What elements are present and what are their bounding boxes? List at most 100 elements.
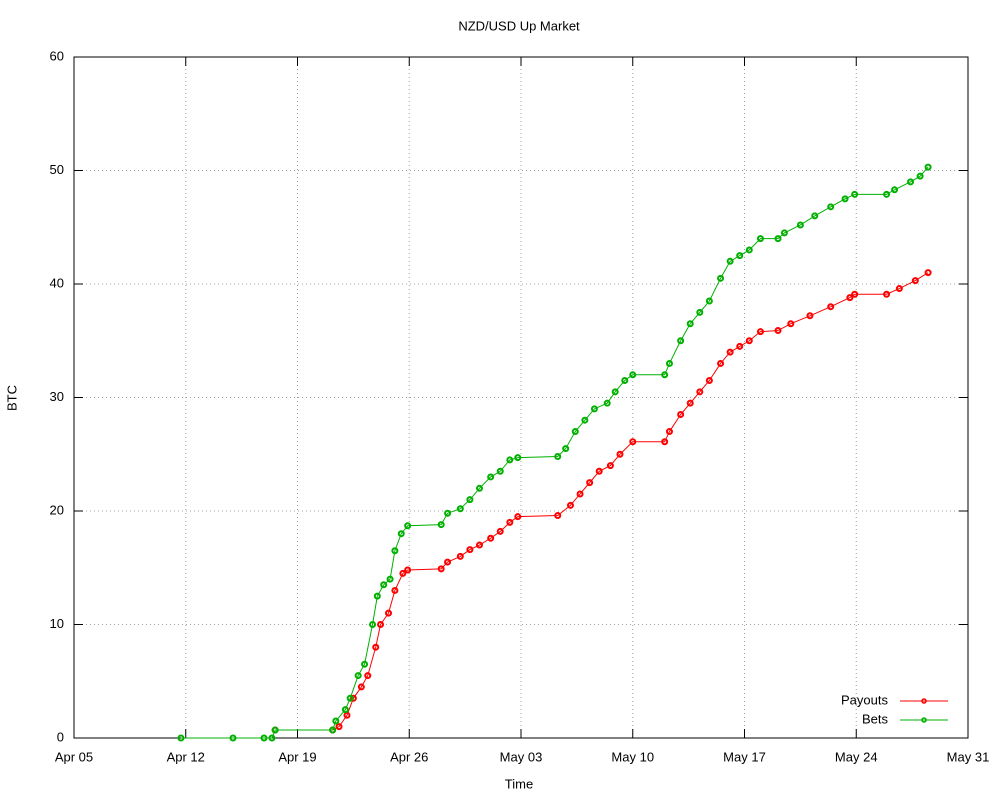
data-point	[586, 479, 594, 487]
data-point	[349, 694, 357, 702]
chart-title: NZD/USD Up Market	[458, 18, 580, 33]
data-point	[911, 277, 919, 285]
data-point	[444, 509, 452, 517]
data-point	[736, 342, 744, 350]
data-point	[827, 203, 835, 211]
x-tick-label: May 24	[835, 749, 878, 764]
x-tick-label: Apr 26	[390, 749, 428, 764]
data-point	[369, 621, 377, 628]
data-point	[581, 416, 589, 424]
data-point	[780, 229, 788, 237]
data-point	[907, 178, 915, 186]
data-point	[924, 269, 932, 277]
data-point	[466, 546, 474, 554]
data-point	[496, 467, 504, 475]
y-tick-label: 20	[50, 502, 64, 517]
data-point	[386, 575, 394, 583]
data-point	[496, 527, 504, 535]
data-point	[437, 521, 445, 529]
data-point	[629, 438, 637, 446]
data-point	[506, 456, 514, 464]
data-point	[611, 388, 619, 396]
x-tick-label: May 10	[611, 749, 654, 764]
data-point	[661, 371, 669, 379]
data-point	[616, 450, 624, 458]
data-point	[696, 388, 704, 396]
data-point	[590, 405, 598, 413]
plot-frame	[73, 56, 969, 739]
data-point	[705, 297, 713, 305]
data-point	[924, 163, 932, 171]
data-point	[726, 257, 734, 265]
data-point	[806, 312, 814, 320]
data-point	[745, 337, 753, 345]
data-point	[456, 552, 464, 560]
x-axis-label: Time	[505, 776, 533, 791]
data-point	[341, 706, 349, 714]
legend-marker	[921, 698, 927, 704]
data-point	[271, 726, 279, 734]
data-point	[380, 581, 388, 589]
data-point	[677, 411, 685, 419]
data-point	[621, 376, 629, 384]
data-point	[846, 294, 854, 302]
data-point	[456, 505, 464, 513]
x-tick-label: May 17	[723, 749, 766, 764]
data-point	[384, 609, 392, 617]
series-line	[180, 166, 929, 739]
data-point	[686, 399, 694, 407]
data-point	[444, 558, 452, 566]
data-point	[851, 190, 859, 198]
data-point	[399, 569, 407, 577]
data-point	[391, 547, 399, 555]
series-line	[275, 272, 929, 731]
data-point	[364, 672, 372, 680]
data-point	[554, 453, 562, 461]
data-point	[373, 592, 381, 600]
data-point	[391, 586, 399, 594]
data-point	[883, 290, 891, 298]
data-point	[361, 660, 369, 668]
y-tick-label: 60	[50, 48, 64, 63]
data-point	[229, 734, 237, 742]
data-point	[841, 195, 849, 203]
y-tick-label: 0	[57, 729, 64, 744]
data-point	[177, 734, 185, 742]
legend-marker	[921, 717, 927, 723]
y-axis-label: BTC	[4, 385, 19, 411]
data-point	[346, 694, 354, 702]
data-point	[357, 683, 365, 691]
data-point	[566, 501, 574, 509]
y-tick-label: 10	[50, 616, 64, 631]
data-point	[717, 274, 725, 282]
data-point	[895, 285, 903, 293]
data-point	[891, 186, 899, 194]
data-point	[665, 428, 673, 436]
data-point	[595, 467, 603, 475]
data-point	[677, 337, 685, 345]
legend-label: Payouts	[841, 692, 888, 707]
data-point	[629, 371, 637, 379]
y-tick-label: 40	[50, 275, 64, 290]
data-point	[774, 235, 782, 243]
data-point	[487, 534, 495, 542]
legend-label: Bets	[862, 711, 889, 726]
data-point	[851, 290, 859, 298]
data-point	[475, 541, 483, 549]
y-tick-label: 50	[50, 162, 64, 177]
data-point	[514, 454, 522, 462]
x-tick-label: Apr 12	[167, 749, 205, 764]
data-point	[696, 308, 704, 316]
data-point	[606, 462, 614, 470]
data-point	[372, 643, 380, 651]
data-point	[883, 190, 891, 198]
x-tick-label: May 31	[947, 749, 990, 764]
data-point	[466, 496, 474, 504]
data-point	[404, 522, 412, 530]
data-point	[603, 399, 611, 407]
data-point	[774, 327, 782, 335]
data-point	[329, 726, 337, 734]
x-tick-label: Apr 19	[278, 749, 316, 764]
